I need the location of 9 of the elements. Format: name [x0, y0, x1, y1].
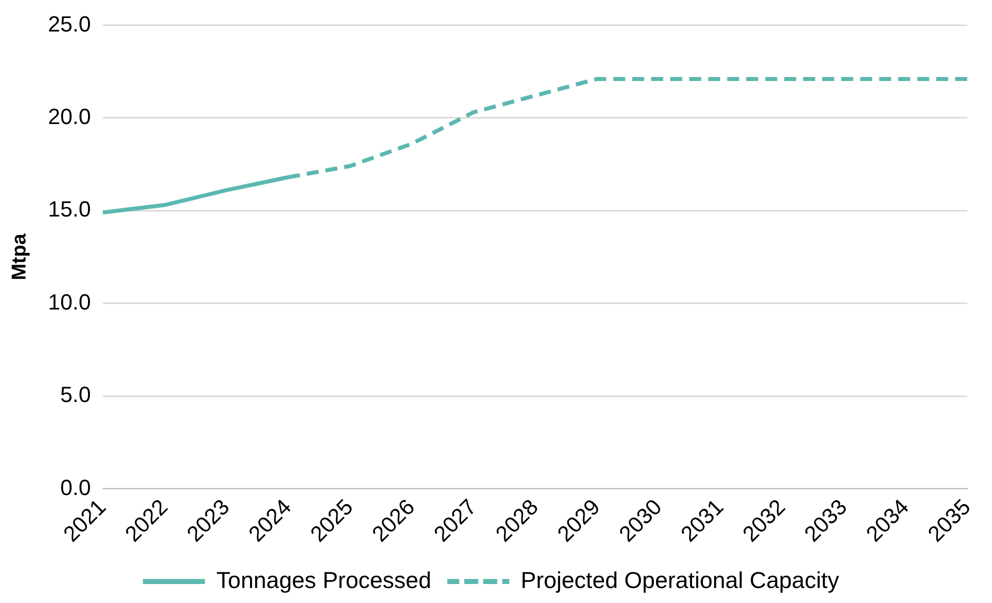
y-tick-label: 0.0: [60, 474, 91, 500]
y-tick-label: 20.0: [48, 104, 91, 129]
legend-label: Projected Operational Capacity: [520, 566, 840, 593]
legend-label: Tonnages Processed: [216, 566, 432, 593]
y-axis-title: Mtpa: [8, 232, 31, 280]
y-tick-label: 5.0: [60, 382, 91, 408]
y-tick-label: 25.0: [48, 11, 91, 36]
y-tick-label: 15.0: [48, 196, 91, 222]
y-tick-label: 10.0: [48, 289, 91, 314]
